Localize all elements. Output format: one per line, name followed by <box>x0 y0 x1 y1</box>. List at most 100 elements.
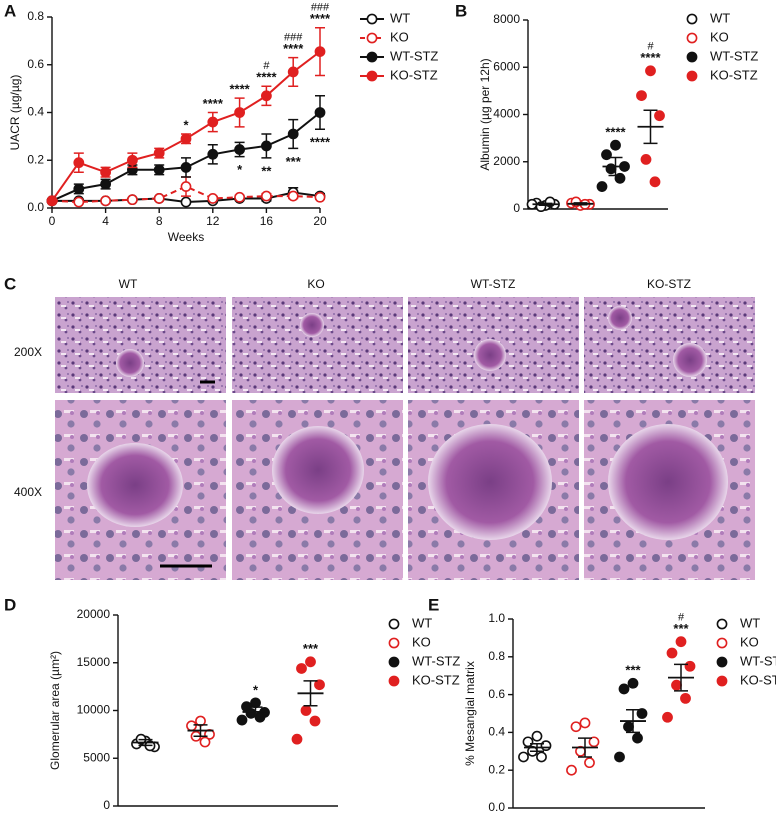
data-point <box>100 166 111 178</box>
data-point <box>186 720 197 732</box>
data-point <box>314 107 326 118</box>
y-tick-label: 0.8 <box>488 649 505 663</box>
significance: **** <box>256 70 277 85</box>
data-point <box>640 153 652 165</box>
legend-marker <box>366 32 378 44</box>
data-point <box>73 183 85 195</box>
y-tick-label: 10000 <box>77 703 111 717</box>
x-axis-label: Weeks <box>168 230 204 244</box>
y-tick-label: 1.0 <box>488 611 505 625</box>
data-point <box>234 107 245 118</box>
legend-marker <box>388 637 400 649</box>
y-tick-label: 0 <box>103 798 110 812</box>
y-tick-label: 8000 <box>493 12 520 26</box>
sem-bar <box>138 738 153 747</box>
data-point <box>234 191 245 203</box>
row-label: 200X <box>14 345 42 359</box>
data-point <box>666 647 678 659</box>
y-tick-label: 2000 <box>493 154 520 168</box>
y-tick-label: 0.4 <box>488 725 505 739</box>
significance: ### <box>284 31 303 43</box>
y-tick-label: 0.2 <box>488 762 505 776</box>
data-point <box>636 90 647 101</box>
micrograph <box>232 297 403 393</box>
data-point <box>627 677 639 689</box>
significance: *** <box>625 663 641 678</box>
data-point <box>287 190 299 202</box>
legend-label: WT <box>710 10 730 25</box>
data-point <box>260 140 272 152</box>
significance: *** <box>286 154 302 169</box>
data-point <box>314 191 326 203</box>
panel-label: A <box>4 1 16 20</box>
glomerulus <box>300 313 324 337</box>
legend-marker <box>388 656 400 668</box>
data-point <box>305 656 316 668</box>
legend-marker <box>366 70 378 82</box>
sem-bar <box>530 742 544 753</box>
data-point <box>180 196 192 208</box>
data-point <box>180 133 192 145</box>
data-point <box>623 721 634 733</box>
legend-label: WT-STZ <box>740 653 776 668</box>
glomerulus <box>116 349 144 377</box>
column-label: WT <box>119 277 138 291</box>
y-tick-label: 0.2 <box>27 152 44 166</box>
x-tick-label: 20 <box>313 214 327 228</box>
significance: # <box>263 60 270 72</box>
data-point <box>296 663 307 674</box>
data-point <box>287 128 299 140</box>
significance: # <box>678 612 685 624</box>
legend-label: KO <box>412 634 431 649</box>
legend-marker <box>716 675 728 687</box>
glomerulus <box>474 339 506 371</box>
y-tick-label: 0.0 <box>488 800 505 814</box>
y-axis-label: UACR (µg/µg) <box>8 75 22 151</box>
column-label: WT-STZ <box>471 277 516 291</box>
y-tick-label: 0 <box>513 201 520 215</box>
column-label: KO-STZ <box>647 277 691 291</box>
panel-label: D <box>4 595 16 614</box>
x-tick-label: 4 <box>102 214 109 228</box>
data-point <box>684 660 696 672</box>
data-point <box>100 178 111 190</box>
panel-label: B <box>455 1 467 20</box>
y-tick-label: 0.0 <box>27 200 44 214</box>
data-point <box>588 736 600 748</box>
x-tick-label: 16 <box>260 214 274 228</box>
data-point <box>540 740 552 752</box>
data-point <box>153 147 165 159</box>
significance: # <box>647 41 654 53</box>
data-point <box>662 711 673 723</box>
data-point <box>570 721 582 733</box>
data-point <box>596 181 608 192</box>
data-point <box>531 730 543 742</box>
legend-label: WT-STZ <box>710 48 758 63</box>
legend-label: WT <box>390 10 410 25</box>
legend-marker <box>686 13 698 25</box>
data-point <box>649 176 661 188</box>
legend-marker <box>686 32 698 44</box>
y-tick-label: 15000 <box>77 655 111 669</box>
legend-label: KO <box>710 29 729 44</box>
significance: **** <box>310 11 331 26</box>
sem-bar <box>193 724 208 738</box>
data-point <box>250 697 261 709</box>
y-tick-label: 0.6 <box>488 687 505 701</box>
sem-bar <box>643 109 658 145</box>
legend-label: KO-STZ <box>710 67 758 82</box>
significance: **** <box>310 135 331 150</box>
data-point <box>584 757 595 769</box>
legend-marker <box>716 637 728 649</box>
data-point <box>614 751 625 763</box>
y-tick-label: 0.8 <box>27 9 44 23</box>
data-point <box>180 181 192 192</box>
y-tick-label: 5000 <box>83 750 110 764</box>
y-axis-label: Albumin (µg per 12h) <box>478 58 492 170</box>
micrograph <box>584 297 755 393</box>
significance: **** <box>605 125 626 140</box>
sem-bar <box>578 737 592 758</box>
significance: *** <box>303 641 319 656</box>
data-point <box>126 154 138 166</box>
